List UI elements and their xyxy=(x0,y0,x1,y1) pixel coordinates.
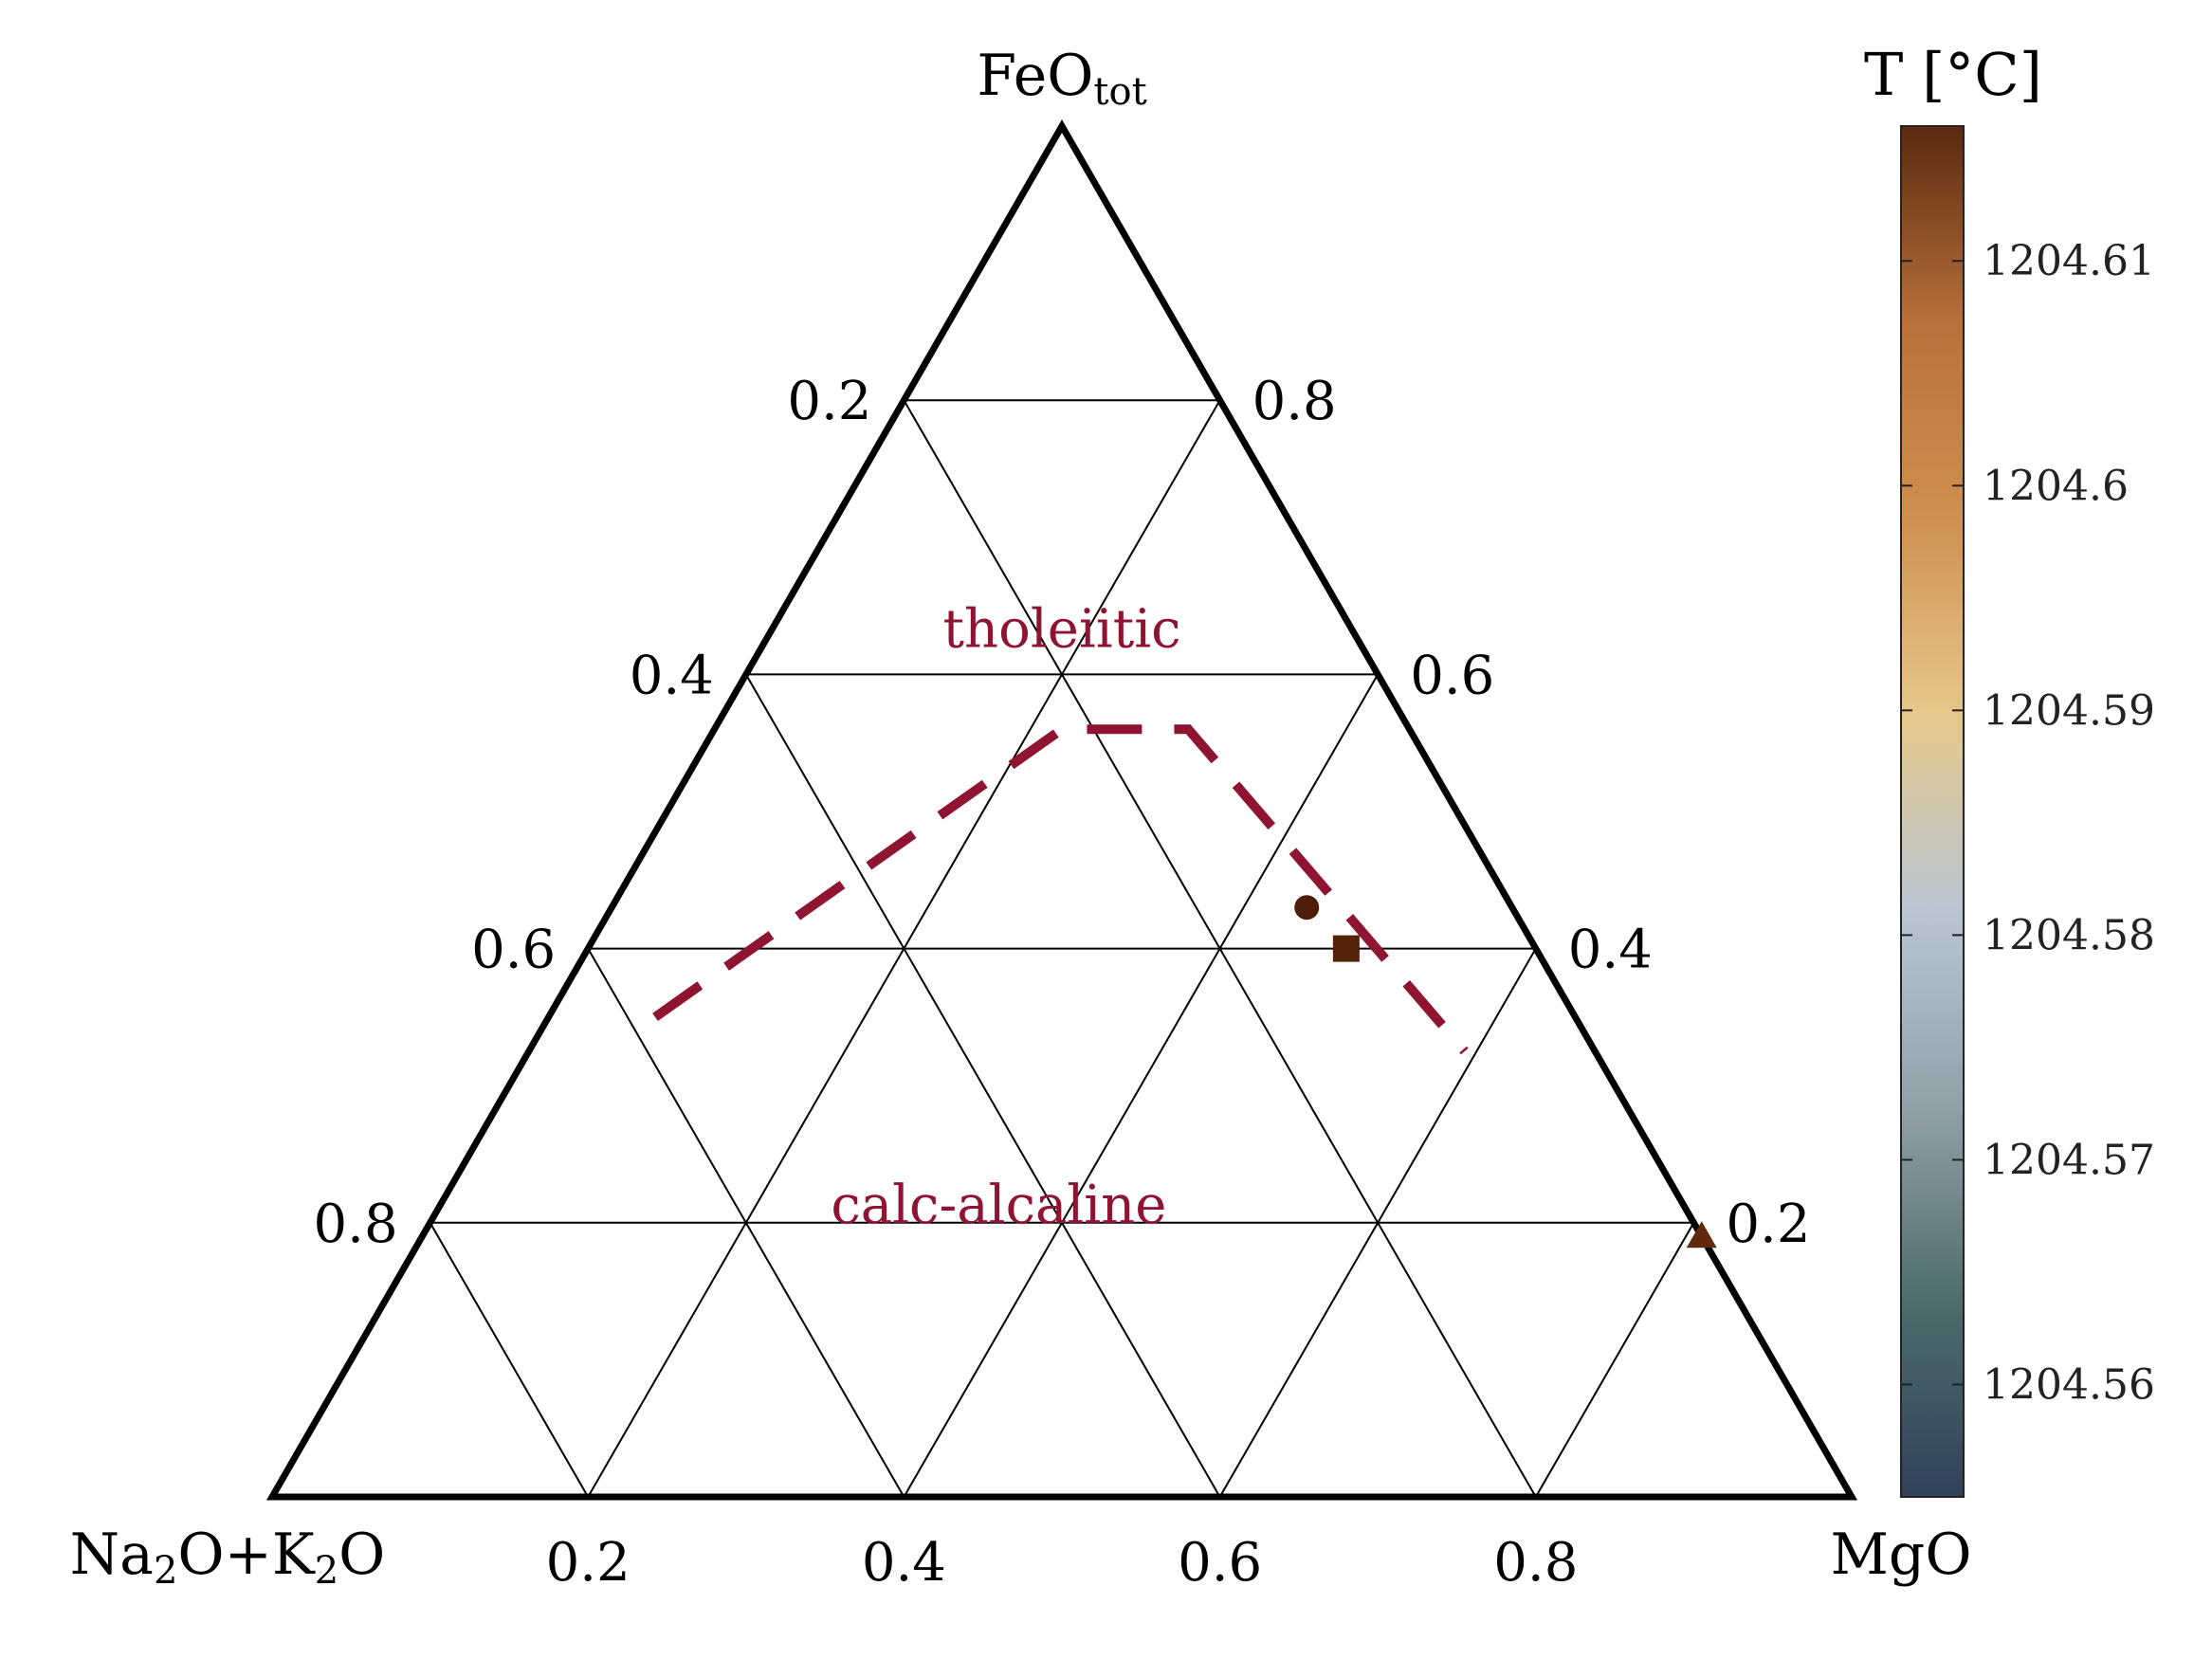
colorbar-tick-label: 1204.59 xyxy=(1983,686,2155,735)
colorbar-tick-label: 1204.56 xyxy=(1983,1360,2155,1409)
grid-line xyxy=(903,673,1380,1498)
colorbar-title: T [°C] xyxy=(1864,40,2042,109)
triangle-frame xyxy=(265,118,1858,1501)
grid-line xyxy=(429,1222,590,1498)
tick-label-bottom: 0.4 xyxy=(862,1532,946,1594)
grid-line xyxy=(1218,948,1537,1498)
marker-circle xyxy=(1294,895,1320,921)
data-markers xyxy=(1294,895,1717,1249)
tick-label-right: 0.4 xyxy=(1568,920,1653,981)
colorbar-ticks: 1204.56 1204.57 1204.58 1204.59 1204.6 1204.6… xyxy=(1901,237,2155,1409)
tick-label-right: 0.6 xyxy=(1410,645,1494,706)
colorbar-tick-label: 1204.61 xyxy=(1983,237,2155,285)
colorbar-tick-label: 1204.6 xyxy=(1983,462,2129,510)
region-labels: tholeiitic calc-alcaline xyxy=(831,598,1180,1235)
vertex-label-mgo: MgO xyxy=(1830,1522,1971,1588)
colorbar-gradient xyxy=(1900,125,1965,1498)
tick-labels: 0.2 0.4 0.6 0.8 0.2 0.4 0.6 0.8 0.8 0.6 0.4 0.2 xyxy=(314,371,1811,1594)
region-label: calc-alcaline xyxy=(831,1175,1166,1236)
grid-line xyxy=(587,948,905,1498)
marker-triangle xyxy=(1686,1221,1717,1249)
boundary-dashed-line xyxy=(652,724,1469,1055)
tick-label-left: 0.4 xyxy=(630,645,714,706)
colorbar: T [°C] 1204.561204.571204.581204.591204.… xyxy=(1864,40,2155,1498)
grid-line xyxy=(744,673,1221,1498)
region-label: tholeiitic xyxy=(943,598,1181,660)
grid-line xyxy=(1534,1222,1695,1498)
tick-label-bottom: 0.6 xyxy=(1178,1532,1262,1594)
tick-label-right: 0.2 xyxy=(1726,1194,1810,1255)
boundary-line xyxy=(652,724,1469,1055)
colorbar-tick-label: 1204.57 xyxy=(1983,1136,2155,1184)
tick-label-left: 0.2 xyxy=(787,371,871,432)
ternary-frame xyxy=(265,118,1858,1501)
vertex-label-na2o-k2o: Na2O+K2O xyxy=(70,1522,386,1593)
tick-label-left: 0.8 xyxy=(314,1194,398,1255)
tick-label-right: 0.8 xyxy=(1252,371,1337,432)
colorbar-tick-label: 1204.58 xyxy=(1983,911,2155,959)
vertex-labels: FeOtot Na2O+K2O MgO xyxy=(70,43,1972,1593)
tick-label-bottom: 0.2 xyxy=(546,1532,631,1594)
tick-label-left: 0.6 xyxy=(471,920,556,981)
ternary-grid xyxy=(429,399,1695,1498)
marker-square xyxy=(1332,935,1360,962)
tick-label-bottom: 0.8 xyxy=(1493,1532,1578,1594)
vertex-label-feo: FeOtot xyxy=(977,43,1146,114)
